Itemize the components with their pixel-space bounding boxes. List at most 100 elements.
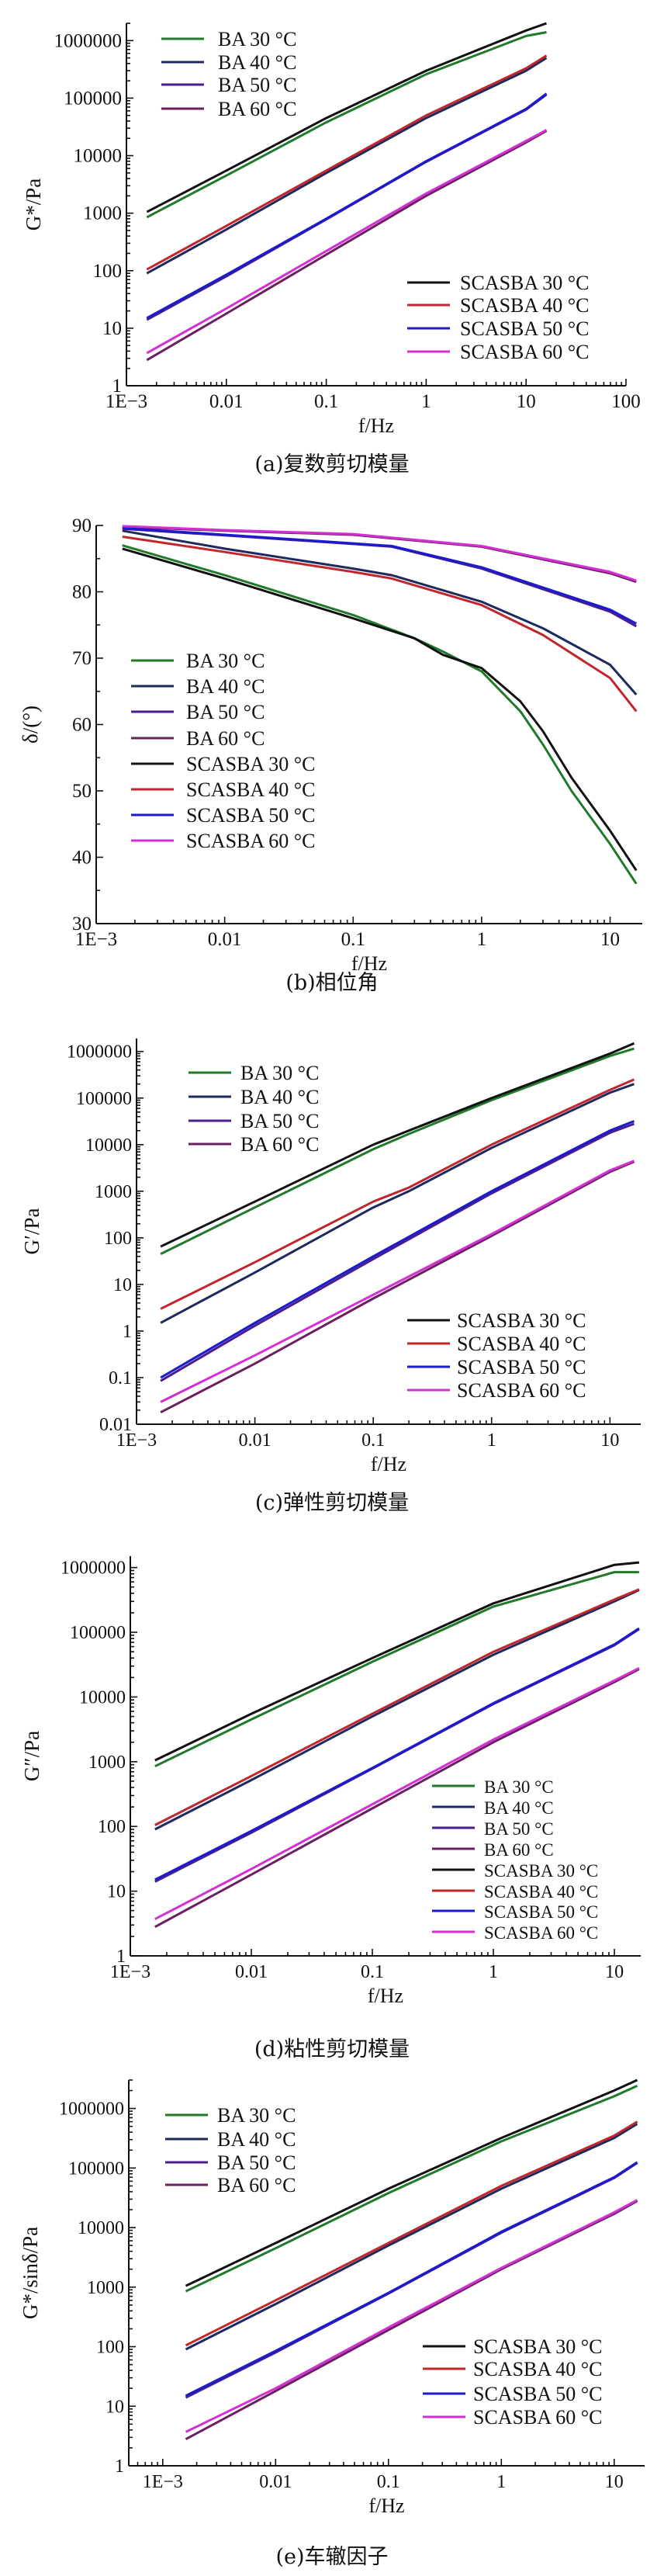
x-tick-label: 0.1 bbox=[361, 1962, 384, 1982]
y-tick-label: 1000 bbox=[83, 203, 122, 224]
x-tick-label: 10 bbox=[600, 1430, 619, 1451]
legend-label: BA 40 °C bbox=[217, 2128, 296, 2151]
x-tick-label: 1E−3 bbox=[143, 2472, 183, 2492]
series-line-scasba-30-c bbox=[146, 22, 548, 213]
legend-label: BA 30 °C bbox=[218, 28, 296, 50]
y-tick-label: 100 bbox=[98, 1817, 126, 1837]
series-line-scasba-50-c bbox=[122, 526, 638, 625]
y-tick-label: 90 bbox=[72, 515, 92, 536]
legend-label: SCASBA 30 °C bbox=[473, 2335, 602, 2358]
y-tick-label: 1 bbox=[116, 1947, 126, 1967]
y-tick-label: 1 bbox=[115, 2456, 124, 2477]
chart-b: 1E−3 0.01 0.1 1 10 30 40 50 60 70 80 90 f/Hz δ/(°) BA … bbox=[19, 515, 642, 975]
x-tick-label: 0.1 bbox=[341, 929, 365, 950]
x-tick-label: 100 bbox=[611, 391, 641, 412]
series-line-ba-40-c bbox=[146, 57, 548, 275]
legend-label: BA 50 °C bbox=[484, 1819, 554, 1839]
x-tick-label: 0.01 bbox=[208, 929, 242, 950]
x-tick-label: 1 bbox=[496, 2472, 506, 2492]
legend-label: BA 50 °C bbox=[218, 74, 296, 96]
legend-label: SCASBA 40 °C bbox=[460, 294, 589, 317]
legend-label: SCASBA 50 °C bbox=[457, 1356, 586, 1378]
series-line-ba-40-c bbox=[154, 1589, 640, 1831]
series-line-scasba-50-c bbox=[185, 2161, 638, 2397]
legend-label: BA 60 °C bbox=[217, 2174, 296, 2196]
legend: BA 30 °CBA 40 °CBA 50 °CBA 60 °C bbox=[161, 28, 296, 120]
legend-label: BA 30 °C bbox=[186, 650, 265, 672]
x-tick-label: 1E−3 bbox=[110, 1962, 150, 1982]
legend-label: SCASBA 50 °C bbox=[484, 1902, 598, 1922]
x-tick-label: 0.01 bbox=[209, 391, 244, 412]
x-tick-label: 10 bbox=[605, 2472, 624, 2492]
series-line-scasba-50-c bbox=[154, 1627, 640, 1881]
chart-c: 1E−3 0.01 0.1 1 100.010.11101001000100001000… bbox=[20, 1038, 641, 1475]
y-tick-label: 100000 bbox=[70, 1623, 126, 1643]
series-line-ba-40-c bbox=[160, 1083, 635, 1324]
y-tick-label: 100 bbox=[93, 261, 123, 282]
series-line-scasba-40-c bbox=[154, 1588, 640, 1826]
series-line-ba-60-c bbox=[185, 2200, 638, 2441]
series-line-ba-60-c bbox=[154, 1668, 640, 1929]
legend-label: SCASBA 50 °C bbox=[460, 317, 589, 340]
series-line-scasba-50-c bbox=[146, 92, 548, 320]
y-tick-label: 10000 bbox=[74, 146, 123, 167]
legend-label: BA 40 °C bbox=[218, 51, 296, 74]
series-line-ba-60-c bbox=[146, 130, 548, 362]
x-tick-label: 0.01 bbox=[235, 1962, 268, 1982]
chart-e: 1E−3 0.01 0.1 1 10 1 10 100 1000 10000 100000 10000… bbox=[19, 2078, 645, 2517]
legend-label: SCASBA 30 °C bbox=[457, 1309, 586, 1332]
legend-label: SCASBA 60 °C bbox=[457, 1379, 586, 1402]
legend-label: BA 40 °C bbox=[484, 1798, 554, 1818]
x-tick-label: 1E−3 bbox=[116, 1430, 157, 1451]
y-tick-label: 100000 bbox=[76, 1089, 132, 1109]
x-axis-label: f/Hz bbox=[358, 414, 394, 437]
y-tick-label: 0.01 bbox=[99, 1415, 132, 1435]
legend-label: BA 30 °C bbox=[484, 1777, 554, 1797]
x-tick-label: 0.1 bbox=[314, 391, 338, 412]
legend-label: SCASBA 30 °C bbox=[484, 1861, 598, 1881]
legend-label: SCASBA 40 °C bbox=[457, 1333, 586, 1355]
series-line-scasba-30-c bbox=[185, 2078, 638, 2287]
legend-label: SCASBA 60 °C bbox=[473, 2406, 602, 2429]
x-tick-label: 1E−3 bbox=[75, 929, 117, 950]
series-line-ba-50-c bbox=[160, 1122, 635, 1382]
y-axis-label: G*/Pa bbox=[22, 179, 45, 231]
caption-b: (b)相位角 bbox=[285, 971, 379, 995]
series-line-scasba-40-c bbox=[185, 2120, 638, 2347]
x-tick-label: 1E−3 bbox=[105, 391, 147, 412]
y-axis-label: δ/(°) bbox=[19, 706, 42, 744]
legend: BA 30 °C BA 40 °C BA 50 °C BA 60 °C SCASBA 3… bbox=[131, 650, 315, 852]
series-line-ba-30-c bbox=[185, 2085, 638, 2293]
y-tick-label: 100 bbox=[96, 2338, 124, 2358]
y-tick-label: 1000000 bbox=[67, 1042, 132, 1063]
legend-label: SCASBA 30 °C bbox=[186, 753, 315, 775]
series-line-scasba-30-c bbox=[160, 1042, 635, 1248]
x-axis-label: f/Hz bbox=[368, 2495, 404, 2517]
chart-d: 1E−3 0.01 0.1 1 10 1 10 100 1000 10000 100000 10000… bbox=[20, 1556, 641, 2007]
y-tick-label: 10 bbox=[113, 1275, 132, 1295]
y-tick-label: 1000000 bbox=[61, 1558, 126, 1579]
legend-label: SCASBA 60 °C bbox=[484, 1923, 598, 1943]
chart-a: 1E−3 0.01 0.1 1 10 100 1 10 100 1000 10000 100000 10… bbox=[22, 22, 641, 437]
legend-label: SCASBA 50 °C bbox=[473, 2383, 602, 2405]
series-line-scasba-60-c bbox=[160, 1160, 635, 1403]
x-tick-label: 0.01 bbox=[239, 1430, 271, 1451]
legend-label: BA 60 °C bbox=[218, 98, 296, 120]
series-line-scasba-60-c bbox=[146, 129, 548, 355]
y-tick-label: 100000 bbox=[68, 2158, 124, 2179]
legend-label: BA 50 °C bbox=[217, 2151, 296, 2174]
legend-label: BA 50 °C bbox=[186, 701, 265, 723]
y-tick-label: 10000 bbox=[78, 2218, 124, 2238]
x-tick-label: 10 bbox=[605, 1962, 624, 1982]
series-line-ba-60-c bbox=[160, 1160, 635, 1414]
legend: BA 30 °CBA 40 °CBA 50 °CBA 60 °C bbox=[188, 1062, 319, 1156]
y-tick-label: 60 bbox=[72, 715, 92, 736]
y-tick-label: 1000 bbox=[87, 2278, 124, 2298]
y-tick-label: 50 bbox=[72, 781, 92, 802]
series-line-scasba-30-c bbox=[122, 547, 638, 872]
y-tick-label: 100 bbox=[104, 1229, 132, 1249]
